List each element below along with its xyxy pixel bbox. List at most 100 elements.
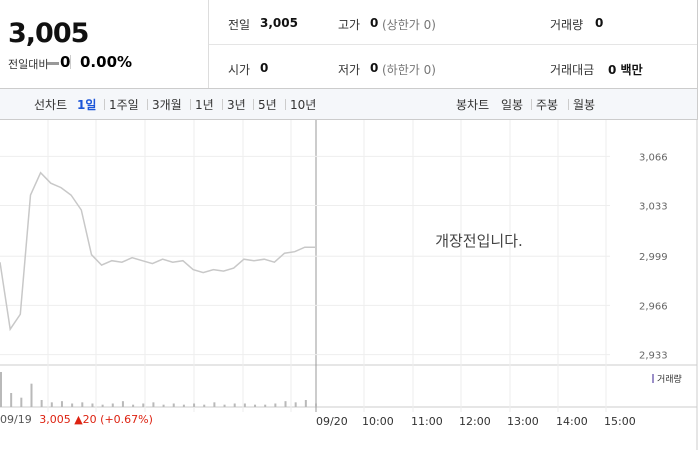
- footer-price: 3,005: [39, 413, 71, 426]
- tab-divider: [568, 99, 569, 110]
- volume-bar: [304, 400, 307, 407]
- legend-swatch: [652, 374, 654, 383]
- tab[interactable]: 1년: [195, 98, 214, 112]
- volume-bar: [284, 401, 287, 407]
- info-value: 0: [595, 16, 604, 30]
- tab[interactable]: 주봉: [536, 98, 559, 112]
- info-label: 전일: [228, 18, 251, 32]
- volume-bar: [243, 403, 246, 407]
- row-divider: [209, 44, 697, 45]
- tab[interactable]: 10년: [290, 98, 317, 112]
- volume-bar: [132, 404, 135, 407]
- up-arrow: ▲: [74, 413, 83, 426]
- volume-bar: [71, 403, 74, 407]
- tab-divider: [104, 99, 105, 110]
- tab[interactable]: 1일: [77, 98, 97, 112]
- footer-change-pct: (+0.67%): [100, 413, 153, 426]
- volume-bar: [274, 403, 277, 407]
- header: 3,005 전일대비 0 0.00% 전일 3,005 고가 0 (상한가 0) 거래량 0…: [0, 0, 698, 89]
- y-tick-label: 2,933: [639, 351, 668, 362]
- info-value: 0: [260, 61, 269, 75]
- footer-change: 20: [82, 413, 97, 426]
- tab-divider: [190, 99, 191, 110]
- info-label: 거래대금: [550, 63, 595, 77]
- tab[interactable]: 1주일: [109, 98, 139, 112]
- tab[interactable]: 3년: [227, 98, 246, 112]
- x-tick-label: 10:00: [362, 415, 394, 428]
- tab[interactable]: 월봉: [573, 98, 596, 112]
- change: 0: [60, 53, 71, 71]
- volume-bar: [101, 404, 104, 407]
- x-tick-label: 09/20: [316, 415, 348, 428]
- volume-bar: [60, 401, 63, 407]
- info-value: 3,005: [260, 16, 298, 30]
- change-pct: 0.00%: [80, 53, 133, 71]
- tab-group-label: 봉차트: [456, 98, 490, 112]
- tab-bar: 선차트 봉차트 1일 1주일 3개월 1년 3년 5년 10년 일봉 주봉 월봉: [0, 89, 698, 120]
- volume-bar: [10, 393, 13, 407]
- volume-bar: [81, 402, 84, 407]
- change-label: 전일대비: [8, 58, 49, 71]
- volume-bar: [172, 403, 175, 407]
- volume-bar: [40, 400, 43, 407]
- y-tick-label: 2,999: [639, 252, 668, 263]
- volume-bar: [294, 402, 297, 407]
- volume-bar: [50, 402, 53, 407]
- tab-group-label: 선차트: [34, 98, 68, 112]
- legend-label: 거래량: [657, 373, 682, 385]
- info-value: 0 백만: [608, 63, 643, 77]
- message: 개장전입니다.: [435, 232, 523, 250]
- volume-bar: [142, 403, 145, 407]
- tab[interactable]: 5년: [258, 98, 277, 112]
- price-line: [0, 171, 315, 332]
- info-label: 거래량: [550, 18, 584, 32]
- y-tick-label: 2,966: [639, 301, 668, 312]
- info-label: 저가: [338, 63, 361, 77]
- volume-bar: [121, 401, 124, 407]
- volume-bar: [233, 403, 236, 407]
- volume-bar: [30, 383, 33, 407]
- volume-bar: [213, 402, 216, 407]
- volume-bar: [315, 403, 317, 407]
- info-extra: (상한가 0): [382, 18, 436, 32]
- y-tick-label: 3,066: [639, 152, 668, 163]
- info-extra: (하한가 0): [382, 63, 436, 77]
- volume-bar: [20, 397, 23, 407]
- flat-mark: [47, 62, 59, 65]
- divider: [70, 55, 71, 69]
- volume-bar: [152, 402, 155, 407]
- info-value: 0: [370, 16, 379, 30]
- volume-bar: [223, 404, 226, 407]
- tab-divider: [222, 99, 223, 110]
- volume-bar: [91, 403, 94, 407]
- tab-divider: [253, 99, 254, 110]
- info-label: 고가: [338, 18, 361, 32]
- volume-bar: [193, 403, 196, 407]
- volume-bar: [162, 404, 165, 407]
- x-tick-label: 15:00: [604, 415, 636, 428]
- tab-divider: [147, 99, 148, 110]
- volume-bar: [182, 404, 185, 407]
- volume-bar: [111, 403, 114, 407]
- tab[interactable]: 3개월: [152, 98, 182, 112]
- x-tick-label: 12:00: [459, 415, 491, 428]
- info-label: 시가: [228, 63, 251, 77]
- chart: 2,933 2,966 2,999 3,033 3,066 거래량 09/20 10:00 11…: [0, 120, 698, 450]
- footer-date: 09/19: [0, 413, 32, 426]
- volume-bar: [203, 404, 206, 407]
- tab-divider: [531, 99, 532, 110]
- volume-bar: [0, 372, 2, 407]
- y-tick-label: 3,033: [639, 202, 668, 213]
- x-tick-label: 13:00: [507, 415, 539, 428]
- price: 3,005: [8, 18, 89, 49]
- price-box: 3,005 전일대비 0 0.00%: [0, 0, 209, 88]
- tab-divider: [285, 99, 286, 110]
- volume-bar: [264, 404, 267, 407]
- footer: 09/19 3,005 ▲20 (+0.67%): [0, 413, 153, 426]
- info-value: 0: [370, 61, 379, 75]
- tab[interactable]: 일봉: [501, 98, 524, 112]
- x-tick-label: 14:00: [556, 415, 588, 428]
- volume-bar: [254, 404, 257, 407]
- x-tick-label: 11:00: [411, 415, 443, 428]
